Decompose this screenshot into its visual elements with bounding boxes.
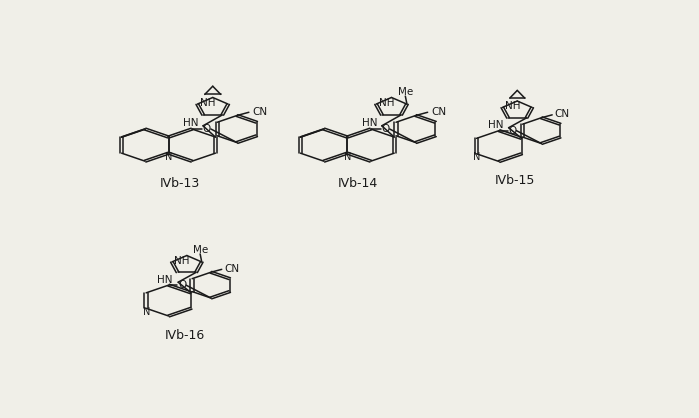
Text: N: N — [166, 152, 173, 162]
Text: O: O — [178, 280, 187, 290]
Text: IVb-15: IVb-15 — [495, 174, 535, 187]
Text: Me: Me — [192, 245, 208, 255]
Text: HN: HN — [183, 118, 199, 128]
Text: CN: CN — [252, 107, 267, 117]
Text: HN: HN — [157, 275, 173, 285]
Text: NH: NH — [505, 102, 520, 112]
Text: IVb-16: IVb-16 — [165, 329, 205, 342]
Text: HN: HN — [362, 118, 377, 128]
Text: IVb-14: IVb-14 — [338, 177, 378, 190]
Text: NH: NH — [379, 98, 395, 108]
Text: HN: HN — [488, 120, 503, 130]
Text: O: O — [508, 126, 517, 135]
Text: CN: CN — [431, 107, 446, 117]
Text: N: N — [143, 307, 150, 317]
Text: O: O — [381, 124, 389, 134]
Text: IVb-13: IVb-13 — [159, 177, 200, 190]
Text: N: N — [344, 152, 352, 162]
Text: O: O — [203, 124, 210, 134]
Text: NH: NH — [201, 98, 216, 108]
Text: N: N — [473, 152, 481, 162]
Text: NH: NH — [175, 256, 190, 266]
Text: CN: CN — [554, 109, 570, 119]
Text: CN: CN — [224, 264, 239, 274]
Text: Me: Me — [398, 87, 413, 97]
